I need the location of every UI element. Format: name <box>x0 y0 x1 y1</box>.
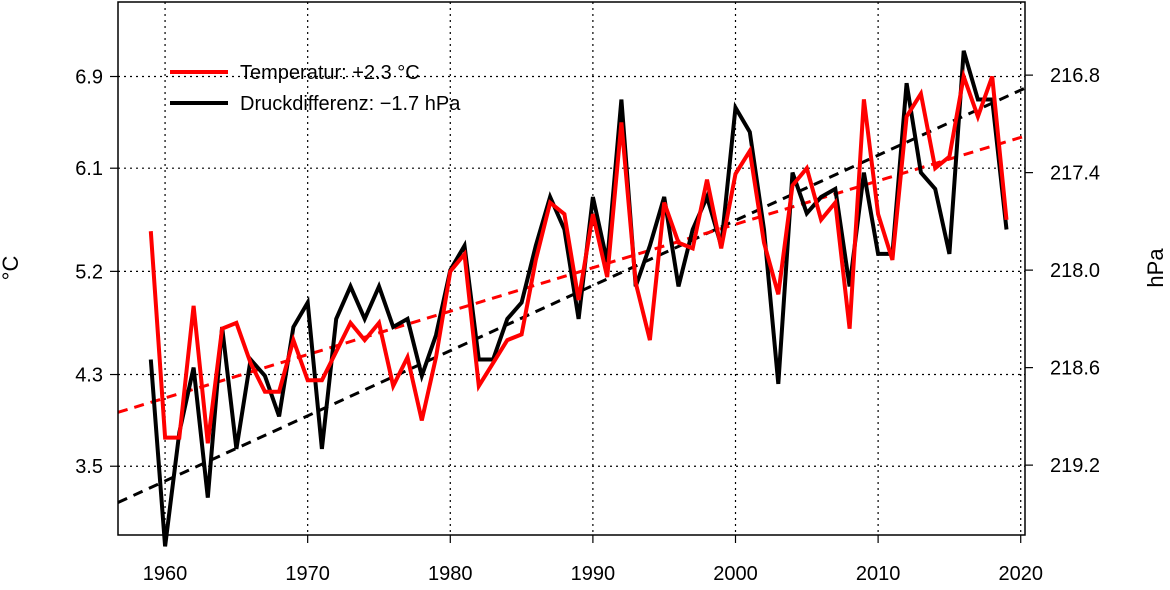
x-tick-label: 1980 <box>428 563 473 585</box>
y-right-tick-label: 217.4 <box>1050 163 1100 185</box>
x-tick-label: 2020 <box>998 563 1043 585</box>
y-left-tick-label: 3.5 <box>75 456 103 478</box>
axis-ticks <box>110 74 1033 543</box>
series-line-temperature <box>148 68 1009 444</box>
legend: Temperatur: +2.3 °C Druckdifferenz: −1.7… <box>170 62 461 115</box>
y-left-tick-label: 6.1 <box>75 158 103 180</box>
legend-label-temperature: Temperatur: +2.3 °C <box>240 62 420 84</box>
x-tick-label: 1990 <box>571 563 616 585</box>
series-lines <box>148 50 1009 547</box>
grid-lines <box>118 2 1025 535</box>
y-left-tick-label: 4.3 <box>75 365 103 387</box>
x-tick-label: 2000 <box>713 563 758 585</box>
y-left-tick-label: 5.2 <box>75 261 103 283</box>
trend-lines <box>117 86 1026 504</box>
x-tick-label: 1970 <box>285 563 330 585</box>
plot-frame <box>117 1 1026 536</box>
y-right-tick-label: 218.0 <box>1050 260 1100 282</box>
series-line-pressure <box>148 50 1009 547</box>
legend-label-pressure: Druckdifferenz: −1.7 hPa <box>240 93 461 115</box>
trend-line-pressure <box>117 86 1026 504</box>
x-tick-label: 2010 <box>856 563 901 585</box>
tick-labels: 1960 1970 1980 1990 2000 2010 2020 3.5 4.3 5.2 6.1… <box>75 65 1100 585</box>
y-axis-left-title: °C <box>0 256 23 281</box>
y-axis-right-title: hPa <box>1143 248 1168 288</box>
y-right-tick-label: 219.2 <box>1050 455 1100 477</box>
y-right-tick-label: 216.8 <box>1050 65 1100 87</box>
x-tick-label: 1960 <box>143 563 188 585</box>
y-right-tick-label: 218.6 <box>1050 358 1100 380</box>
y-left-tick-label: 6.9 <box>75 67 103 89</box>
